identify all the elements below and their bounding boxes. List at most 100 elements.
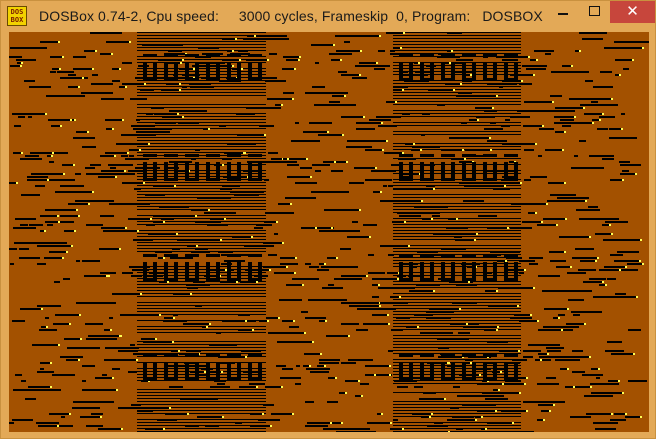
glitch-dash	[426, 317, 451, 319]
glitch-dot	[292, 413, 294, 415]
glitch-dot	[106, 275, 108, 277]
glitch-dash	[195, 248, 208, 250]
glitch-dash	[536, 110, 575, 112]
glitch-dash	[377, 413, 381, 415]
glitch-dash	[153, 215, 176, 217]
glitch-dot	[533, 74, 535, 76]
glyph-block	[409, 362, 413, 380]
stripe-band-line	[137, 311, 266, 312]
glitch-dash	[426, 311, 454, 313]
glitch-dot	[330, 422, 332, 424]
glitch-dash	[420, 284, 434, 286]
glitch-dash	[619, 254, 623, 256]
stripe-band-line	[393, 251, 521, 252]
glitch-dash	[484, 128, 503, 130]
glyph-block	[483, 54, 497, 57]
glitch-dash	[37, 305, 61, 307]
glitch-dot	[358, 380, 360, 382]
stripe-band-line	[393, 35, 521, 36]
glitch-dash	[522, 65, 547, 67]
glitch-dot	[69, 413, 71, 415]
maximize-icon	[589, 6, 600, 16]
glitch-dot	[264, 134, 266, 136]
glitch-dash	[414, 314, 433, 316]
glitch-dash	[305, 401, 314, 403]
glitch-dash	[545, 149, 558, 151]
stripe-band-line	[137, 119, 266, 120]
glitch-dash	[597, 296, 636, 298]
glitch-dash	[338, 71, 347, 73]
glyph-block	[451, 62, 455, 80]
dos-screen[interactable]	[9, 32, 649, 432]
glitch-dot	[359, 74, 361, 76]
stripe-band-line	[137, 179, 266, 180]
glitch-dot	[236, 281, 238, 283]
glitch-dot	[399, 296, 401, 298]
stripe-band-line	[137, 140, 266, 141]
stripe-band-line	[137, 308, 266, 309]
glitch-dash	[502, 176, 515, 178]
glyph-block	[143, 354, 157, 357]
glitch-dot	[256, 386, 258, 388]
glitch-dash	[119, 86, 125, 88]
glitch-dot	[573, 386, 575, 388]
glyph-block	[248, 362, 252, 380]
stripe-band-line	[137, 389, 266, 390]
close-button[interactable]: ✕	[610, 1, 655, 23]
glitch-dash	[324, 209, 359, 211]
dosbox-icon[interactable]: DOS BOX	[7, 6, 27, 26]
stripe-band-line	[137, 290, 266, 291]
glitch-dash	[210, 218, 224, 220]
glitch-dash	[209, 344, 237, 346]
glitch-dash	[386, 101, 395, 103]
glitch-dash	[610, 419, 626, 421]
glitch-dot	[540, 359, 542, 361]
glitch-dot	[111, 53, 113, 55]
glitch-dash	[9, 182, 16, 184]
glitch-dash	[110, 167, 116, 169]
glitch-dash	[112, 80, 120, 82]
glitch-dash	[609, 128, 618, 130]
glitch-dash	[276, 272, 294, 274]
glitch-dash	[512, 359, 527, 361]
glitch-dash	[446, 227, 468, 229]
glitch-dot	[492, 107, 494, 109]
glitch-dash	[118, 407, 155, 409]
glitch-dot	[302, 284, 304, 286]
minimize-button[interactable]	[548, 1, 578, 23]
title-bar[interactable]: DOS BOX DOSBox 0.74-2, Cpu speed: 3000 cy…	[1, 1, 655, 31]
glitch-dash	[580, 260, 595, 262]
glitch-dash	[558, 314, 565, 316]
glyph-block	[504, 354, 518, 357]
glitch-dash	[459, 374, 479, 376]
glyph-block	[493, 362, 497, 380]
glitch-dash	[239, 386, 256, 388]
glitch-dot	[70, 119, 72, 121]
glyph-block	[399, 354, 413, 357]
stripe-band-line	[137, 128, 266, 129]
glitch-dash	[185, 425, 199, 427]
glitch-dot	[348, 335, 350, 337]
glitch-dash	[559, 236, 589, 238]
glitch-dot	[50, 362, 52, 364]
glitch-dash	[463, 326, 485, 328]
glitch-dash	[128, 218, 150, 220]
glitch-dash	[222, 38, 235, 40]
glitch-dash	[538, 155, 542, 157]
glitch-dash	[582, 374, 603, 376]
glitch-dash	[86, 173, 110, 175]
glitch-dash	[371, 170, 396, 172]
glitch-dash	[405, 143, 413, 145]
glyph-block	[206, 54, 220, 57]
maximize-button[interactable]	[579, 1, 609, 23]
glitch-dash	[227, 50, 232, 52]
stripe-band-line	[393, 275, 521, 276]
glitch-dash	[328, 284, 334, 286]
glitch-dash	[244, 245, 274, 247]
glitch-dash	[347, 140, 386, 142]
glitch-dot	[395, 101, 397, 103]
glitch-dash	[64, 215, 78, 217]
glitch-dash	[477, 410, 495, 412]
glitch-dash	[488, 305, 517, 307]
glitch-dot	[369, 236, 371, 238]
